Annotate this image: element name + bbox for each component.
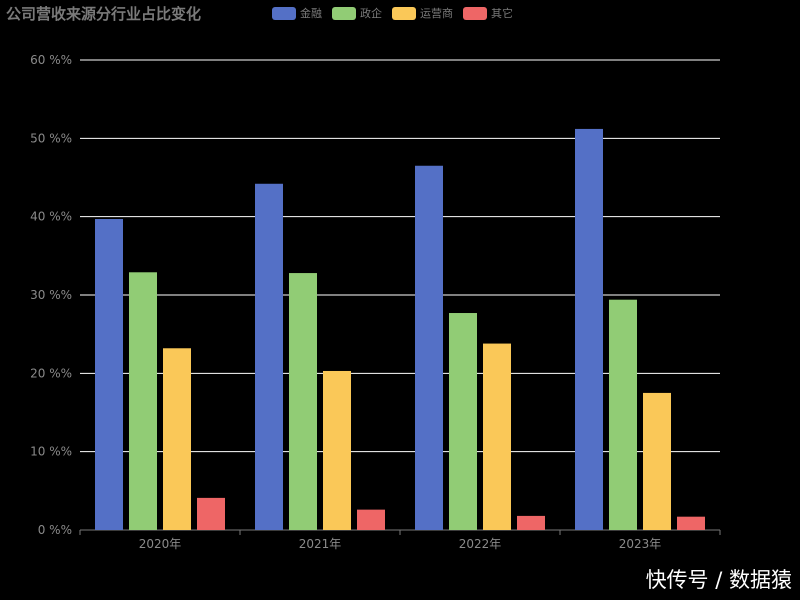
bar <box>163 348 191 530</box>
y-tick-label: 30 %% <box>30 288 72 302</box>
bar <box>323 370 351 530</box>
x-tick-label: 2022年 <box>459 537 502 551</box>
bar <box>289 273 317 530</box>
bar <box>95 219 123 530</box>
bar <box>129 272 157 530</box>
bar <box>483 343 511 530</box>
x-tick-label: 2020年 <box>139 537 182 551</box>
bar <box>449 313 477 530</box>
legend-item-government[interactable]: 政企 <box>332 5 382 21</box>
legend-item-operator[interactable]: 运营商 <box>392 5 453 21</box>
bar <box>415 165 443 530</box>
legend-item-finance[interactable]: 金融 <box>272 5 322 21</box>
y-tick-label: 20 %% <box>30 366 72 380</box>
bar <box>357 509 385 530</box>
y-tick-label: 50 %% <box>30 131 72 145</box>
bar <box>575 128 603 530</box>
x-tick-label: 2023年 <box>619 537 662 551</box>
y-tick-label: 0 %% <box>38 523 72 537</box>
x-tick-label: 2021年 <box>299 537 342 551</box>
watermark: 快传号 / 数据猿 <box>645 568 792 592</box>
y-tick-label: 40 %% <box>30 210 72 224</box>
bar <box>609 299 637 530</box>
chart-title: 公司营收来源分行业占比变化 <box>6 5 202 23</box>
legend-item-other[interactable]: 其它 <box>463 5 513 21</box>
legend-label-government: 政企 <box>360 7 382 20</box>
legend-swatch-other <box>463 6 487 20</box>
bar <box>517 515 545 530</box>
legend-swatch-operator <box>392 6 416 20</box>
legend-label-operator: 运营商 <box>420 7 453 20</box>
bar <box>677 516 705 530</box>
legend-label-finance: 金融 <box>300 7 322 20</box>
bar <box>255 183 283 530</box>
legend-label-other: 其它 <box>491 7 513 20</box>
chart-legend: 金融 政企 运营商 其它 <box>272 5 523 21</box>
legend-swatch-government <box>332 6 356 20</box>
bar <box>197 497 225 530</box>
y-tick-label: 60 %% <box>30 53 72 67</box>
y-tick-label: 10 %% <box>30 445 72 459</box>
legend-swatch-finance <box>272 6 296 20</box>
bar <box>643 392 671 530</box>
